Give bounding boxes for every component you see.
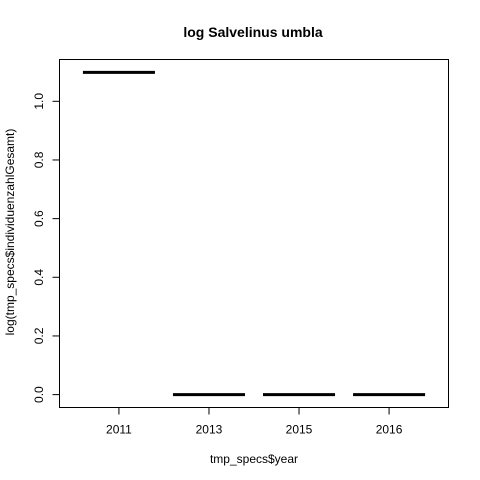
x-axis: 2011 2013 2015 2016 [106,407,403,437]
y-tick-label: 0.4 [32,269,46,286]
y-tick-label: 1.0 [32,93,46,110]
y-axis-label: log(tmp_specs$individuenzahlGesamt) [3,129,17,336]
x-tick-label: 2016 [376,423,403,437]
y-tick-label: 0.0 [32,386,46,403]
y-tick-label: 0.6 [32,210,46,227]
y-tick-label: 0.2 [32,327,46,344]
median-marks [82,70,426,397]
y-tick-label: 0.8 [32,151,46,168]
chart-title: log Salvelinus umbla [183,24,322,40]
x-axis-label: tmp_specs$year [210,452,298,466]
x-tick-label: 2015 [286,423,313,437]
y-axis: 0.0 0.2 0.4 0.6 0.8 1.0 [32,93,60,403]
plot-frame [59,59,449,408]
x-tick-label: 2013 [196,423,223,437]
x-tick-label: 2011 [106,423,132,437]
